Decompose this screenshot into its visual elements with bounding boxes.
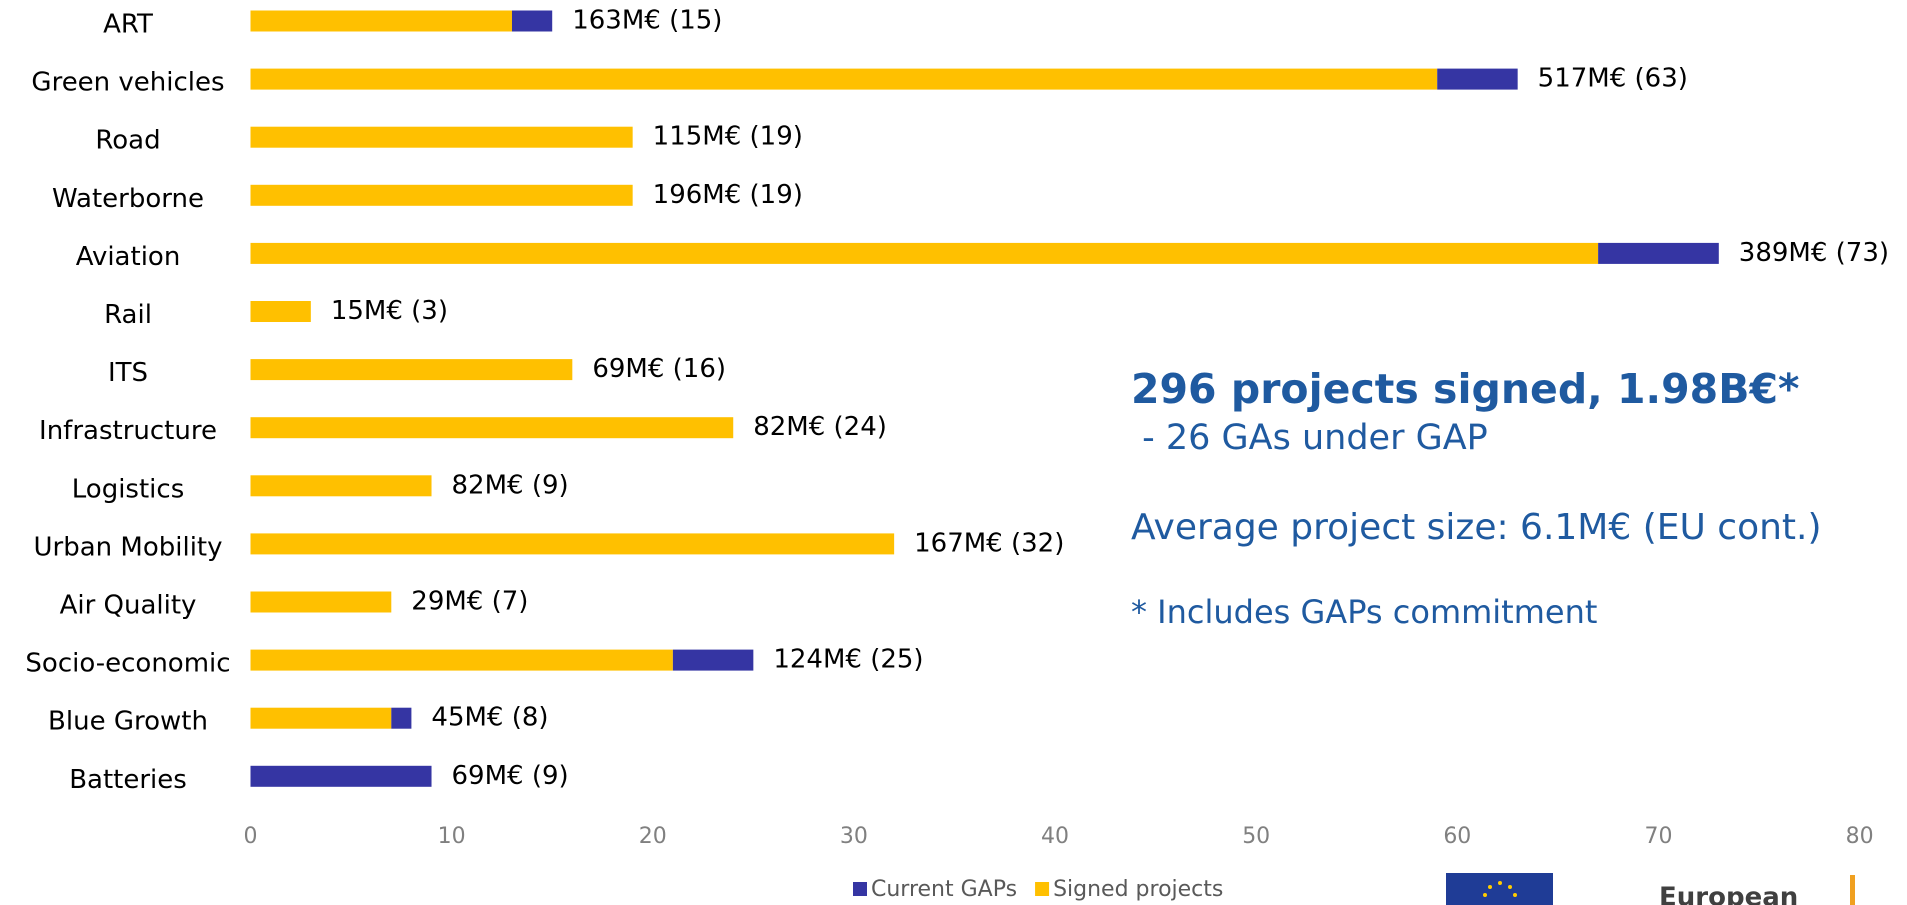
- annotation-title: 296 projects signed, 1.98B€*: [1131, 365, 1799, 413]
- annotation: Average project size: 6.1M€ (EU cont.): [1131, 507, 1822, 548]
- bar-segment: [250, 533, 895, 555]
- bar-label: 517M€ (63): [1538, 64, 1688, 94]
- category-label: Blue Growth: [48, 707, 208, 737]
- bar-label: 45M€ (8): [431, 703, 548, 733]
- category-label: Urban Mobility: [34, 532, 223, 562]
- bar-segment: [1598, 242, 1719, 264]
- category-label: Waterborne: [52, 184, 204, 214]
- category-label: Aviation: [76, 242, 181, 272]
- category-label: Batteries: [69, 765, 187, 795]
- eu-stars: [1483, 881, 1517, 897]
- bar-label: 82M€ (9): [452, 470, 569, 500]
- bar-segment: [391, 707, 412, 729]
- bar-label: 69M€ (9): [452, 761, 569, 791]
- category-label: Rail: [104, 300, 152, 330]
- x-tick-label: 80: [1846, 824, 1874, 849]
- bar-segment: [250, 475, 432, 497]
- bar-label: 82M€ (24): [753, 412, 887, 442]
- category-label: ART: [103, 10, 153, 40]
- x-tick-label: 70: [1644, 824, 1672, 849]
- logo-bar: [1850, 875, 1855, 905]
- bar-label: 167M€ (32): [914, 528, 1064, 558]
- legend-swatch: [1035, 882, 1050, 896]
- legend-label: Signed projects: [1053, 877, 1223, 902]
- bar-segment: [250, 417, 734, 439]
- bar-segment: [250, 765, 432, 787]
- category-label: Green vehicles: [31, 68, 224, 98]
- bar-segment: [250, 649, 673, 671]
- category-label: ITS: [108, 358, 148, 388]
- bar-segment: [250, 591, 392, 613]
- legend-label: Current GAPs: [871, 877, 1017, 902]
- bar-segment: [511, 10, 553, 32]
- bar-label: 196M€ (19): [653, 180, 803, 210]
- bar-segment: [250, 184, 633, 206]
- eu-flag: [1446, 873, 1553, 905]
- x-tick-label: 20: [639, 824, 667, 849]
- bar-label: 163M€ (15): [572, 6, 722, 36]
- bar-label: 389M€ (73): [1739, 238, 1889, 268]
- bar-segment: [250, 301, 311, 322]
- bar-segment: [250, 359, 573, 381]
- bar-label: 15M€ (3): [331, 296, 448, 326]
- bar-segment: [250, 126, 633, 148]
- bar-segment: [1437, 68, 1518, 90]
- annotation: - 26 GAs under GAP: [1131, 418, 1488, 458]
- x-tick-label: 30: [840, 824, 868, 849]
- bar-segment: [672, 649, 754, 671]
- category-label: Air Quality: [60, 591, 197, 621]
- x-tick-label: 0: [244, 824, 258, 849]
- bar-label: 69M€ (16): [592, 354, 726, 384]
- category-label: Socio-economic: [25, 649, 230, 679]
- logo-text: European: [1659, 883, 1798, 905]
- bar-label: 29M€ (7): [411, 587, 528, 617]
- category-label: Logistics: [72, 474, 184, 504]
- bar-segment: [250, 10, 512, 32]
- bar-label: 115M€ (19): [653, 122, 803, 152]
- category-label: Road: [95, 126, 160, 156]
- bar-segment: [250, 242, 1599, 264]
- bar-segment: [250, 68, 1438, 90]
- bar-segment: [250, 707, 392, 729]
- x-tick-label: 60: [1443, 824, 1471, 849]
- category-label: Infrastructure: [39, 416, 217, 446]
- annotation: * Includes GAPs commitment: [1131, 593, 1597, 631]
- bar-label: 124M€ (25): [773, 645, 923, 675]
- legend-swatch: [853, 882, 867, 896]
- x-tick-label: 40: [1041, 824, 1069, 849]
- x-tick-label: 50: [1242, 824, 1270, 849]
- x-tick-label: 10: [438, 824, 466, 849]
